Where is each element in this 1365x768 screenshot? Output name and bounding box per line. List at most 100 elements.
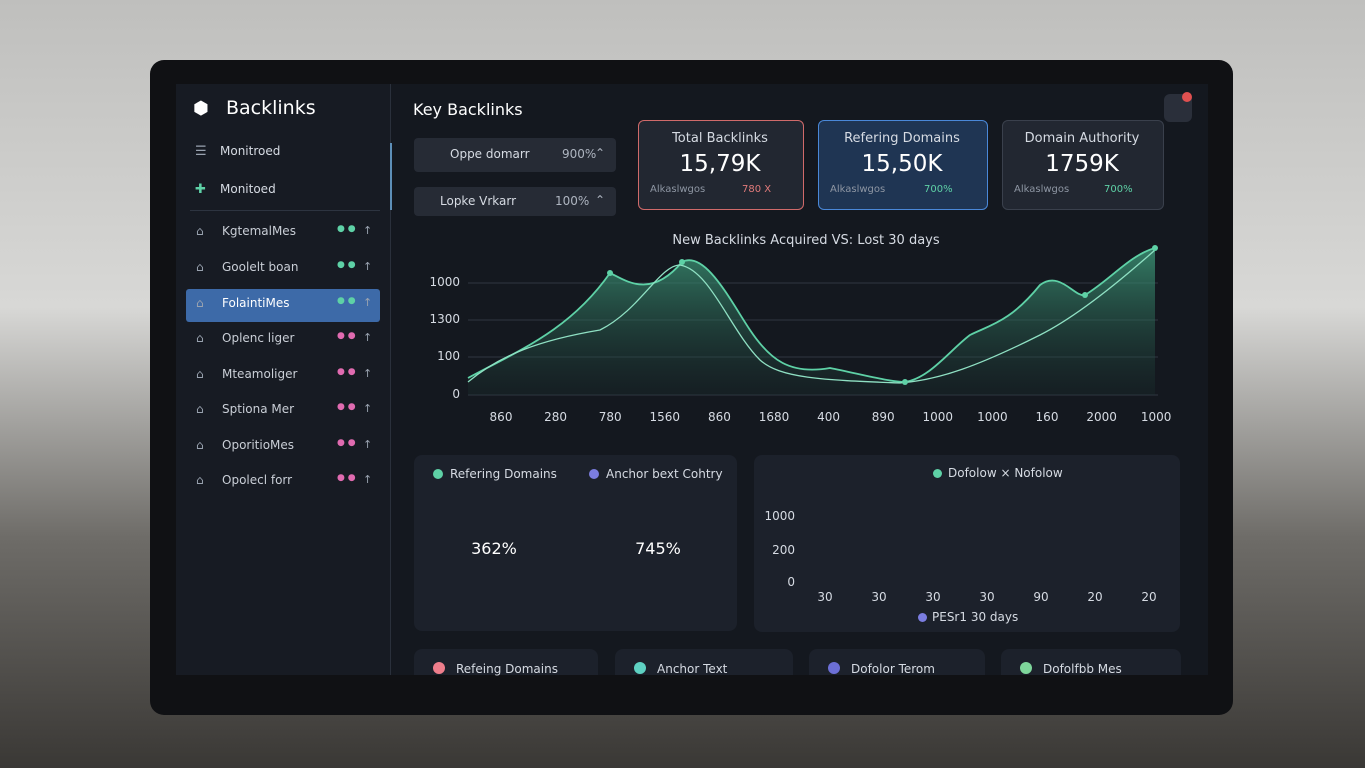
kpi-card <box>1002 120 1164 210</box>
sidebar <box>176 84 391 675</box>
filter-value: 100% <box>555 194 590 208</box>
arrow: ↑ <box>363 331 373 344</box>
x-tick-label: 780 <box>598 410 622 424</box>
card-icon <box>433 662 445 674</box>
kpi-card <box>818 120 988 210</box>
nav-icon: ⌂ <box>196 224 204 238</box>
x-tick-label: 30 <box>925 590 941 604</box>
bar-title: Dofolow × Nofolow <box>948 466 1063 480</box>
legend-label: Refering Domains <box>450 467 557 481</box>
status-dots: ● ● <box>337 473 356 483</box>
bottom-card <box>414 649 598 675</box>
status-dots: ● ● <box>337 438 356 448</box>
nav-icon: ⌂ <box>196 367 204 381</box>
x-tick-label: 860 <box>489 410 513 424</box>
arrow: ↑ <box>363 260 373 273</box>
x-tick-label: 90 <box>1033 590 1049 604</box>
kpi-change: 700% <box>1104 184 1133 195</box>
nav-item[interactable]: Mteamoliger <box>222 367 298 381</box>
nav-item[interactable]: Goolelt boan <box>222 260 299 274</box>
x-tick-label: 400 <box>817 410 841 424</box>
nav-item[interactable]: OporitioMes <box>222 438 295 452</box>
y-tick-label: 1000 <box>764 509 795 523</box>
chevron: ⌃ <box>595 146 606 160</box>
card-title: Refeing Domains <box>456 662 558 676</box>
kpi-value: 15,79K <box>679 151 761 177</box>
points <box>607 245 1158 385</box>
card-icon <box>828 662 840 674</box>
x-tick-label: 30 <box>817 590 833 604</box>
legend-dot <box>589 469 599 479</box>
filter-value: 900% <box>562 147 597 161</box>
nav-item[interactable]: KgtemalMes <box>222 224 296 238</box>
nav-icon: ⌂ <box>196 402 204 416</box>
active-item <box>186 289 380 322</box>
donut-label: 745% <box>635 539 681 558</box>
filter[interactable] <box>414 138 616 172</box>
y-tick-label: 0 <box>787 575 795 589</box>
arrow: ↑ <box>363 296 373 309</box>
card-title: Dofolfbb Mes <box>1043 662 1122 676</box>
arrow: ↑ <box>363 224 373 237</box>
kpi-title: Domain Authority <box>1024 131 1140 146</box>
y-tick-label: 0 <box>452 387 460 401</box>
scroll-indicator <box>390 143 392 210</box>
chevron: ⌃ <box>595 193 606 207</box>
x-tick-label: 1680 <box>758 410 790 424</box>
nav-item[interactable]: Oplenc liger <box>222 331 295 345</box>
x-tick-label: 1000 <box>977 410 1008 424</box>
kpi-sub: Alkaslwgos <box>830 184 886 195</box>
line-lost <box>467 249 1156 384</box>
x-tick-label: 890 <box>871 410 895 424</box>
nav-icon: ✚ <box>195 182 206 197</box>
x-tick-label: 20 <box>1141 590 1157 604</box>
brand: Backlinks <box>226 97 316 119</box>
nav-item[interactable]: Monitroed <box>220 144 281 158</box>
kpi-title: Refering Domains <box>844 131 960 146</box>
x-tick-label: 30 <box>871 590 887 604</box>
card-icon <box>1020 662 1032 674</box>
x-tick-label: 2000 <box>1086 410 1117 424</box>
y-tick-label: 1300 <box>429 312 460 326</box>
kpi-change: 780 X <box>742 184 772 195</box>
kpi-sub: Alkaslwgos <box>650 184 706 195</box>
nav-item[interactable]: FolaintiMes <box>222 296 290 310</box>
status-dots: ● ● <box>337 260 356 270</box>
x-tick-label: 280 <box>544 410 568 424</box>
filter-label: Lopke Vrkarr <box>440 194 517 208</box>
arrow: ↑ <box>363 438 373 451</box>
arrow: ↑ <box>363 473 373 486</box>
legend-dot <box>918 613 927 622</box>
card-title: Anchor Text <box>657 662 728 676</box>
kpi-sub: Alkaslwgos <box>1014 184 1070 195</box>
nav-item[interactable]: Opolecl forr <box>222 473 293 487</box>
arrow: ↑ <box>363 402 373 415</box>
x-tick-label: 20 <box>1087 590 1103 604</box>
notification-dot <box>1182 92 1192 102</box>
filter-label: Oppe domarr <box>450 147 530 161</box>
nav-item[interactable]: Monitoed <box>220 182 276 196</box>
status-dots: ● ● <box>337 331 356 341</box>
y-tick-label: 100 <box>437 349 460 363</box>
y-tick-label: 200 <box>772 543 795 557</box>
nav-icon: ☰ <box>195 144 207 159</box>
x-tick-label: 1560 <box>649 410 681 424</box>
kpi-value: 1759K <box>1045 151 1119 177</box>
donut-panel <box>414 455 737 631</box>
kpi-change: 700% <box>924 184 953 195</box>
nav-icon: ⌂ <box>196 473 204 487</box>
nav-icon: ⌂ <box>196 438 204 452</box>
x-tick-label: 160 <box>1035 410 1059 424</box>
status-dots: ● ● <box>337 367 356 377</box>
line-acquired <box>467 247 1156 383</box>
kpi-card <box>638 120 804 210</box>
arrow: ↑ <box>363 367 373 380</box>
legend-dot <box>933 469 942 478</box>
brand-icon: ⬢ <box>193 98 209 119</box>
filter[interactable] <box>414 187 616 216</box>
x-tick-label: 1000 <box>922 410 954 424</box>
bar-footer: PESr1 30 days <box>932 610 1019 624</box>
bar-panel <box>754 455 1180 632</box>
nav-item[interactable]: Sptiona Mer <box>222 402 295 416</box>
